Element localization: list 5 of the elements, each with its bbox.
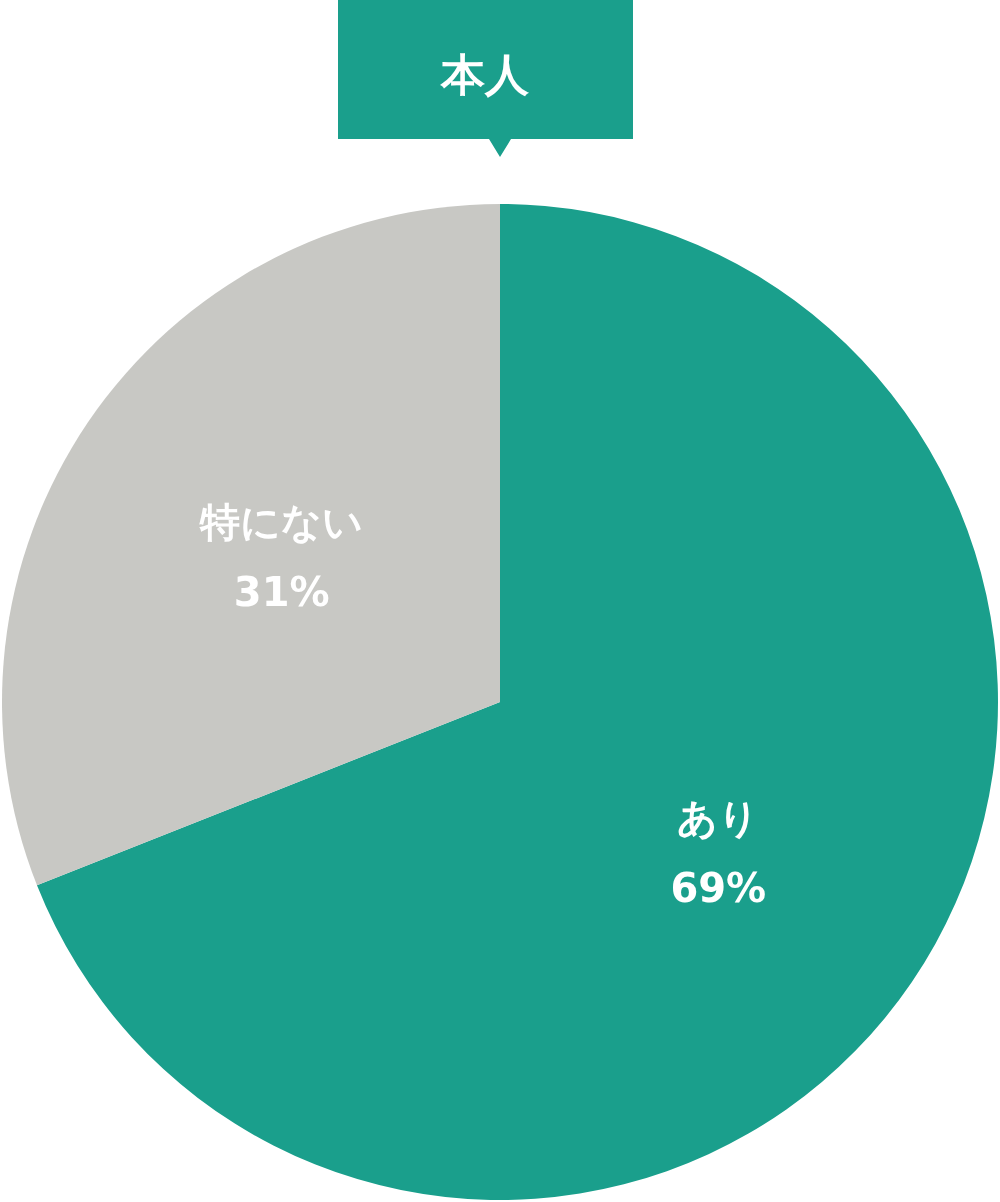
- data-label: 69%: [670, 865, 767, 912]
- slice-label: 特にない: [199, 498, 364, 545]
- slice-label: あり: [677, 795, 760, 842]
- chart-title: 本人: [440, 49, 529, 100]
- data-label: 31%: [233, 568, 330, 615]
